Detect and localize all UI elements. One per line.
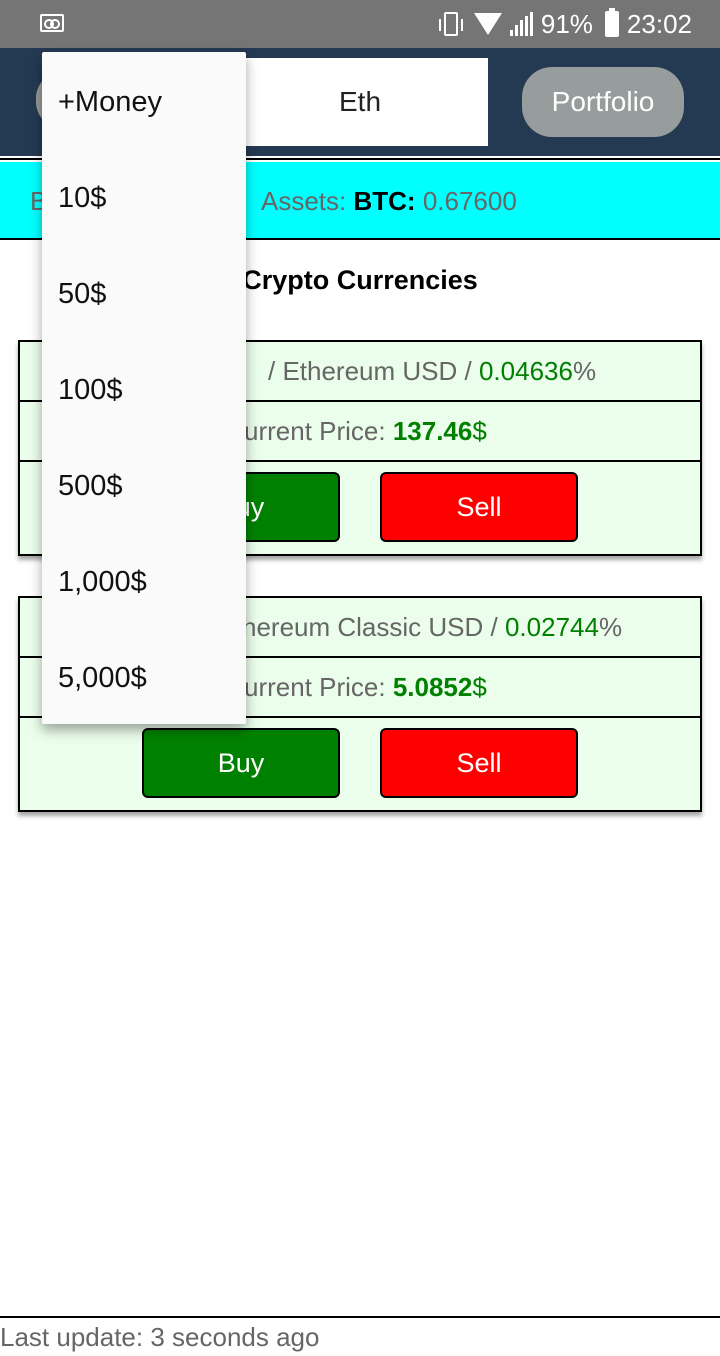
card-name-row: hereum Classic USD / 0.02744%	[20, 598, 700, 658]
dropdown-item-100[interactable]: 100$	[58, 374, 123, 406]
wifi-icon	[473, 13, 502, 35]
status-bar: 91% 23:02	[0, 0, 720, 48]
crypto-card-ethereum-classic: hereum Classic USD / 0.02744% urrent Pri…	[18, 596, 702, 812]
status-icons: 91% 23:02	[438, 8, 692, 40]
change-value: 0.02744	[504, 612, 599, 642]
price-label: urrent Price:	[244, 416, 393, 446]
last-update-text: Last update: 3 seconds ago	[0, 1322, 320, 1352]
footer-divider	[0, 1316, 720, 1318]
dropdown-item-500[interactable]: 500$	[58, 470, 123, 502]
voicemail-icon	[40, 14, 64, 32]
info-divider	[0, 238, 720, 240]
card-price-row: urrent Price: 5.0852$	[20, 658, 700, 718]
change-value: 0.04636	[478, 356, 573, 386]
assets-label: Assets:	[261, 186, 347, 216]
card-price-row: urrent Price: 137.46$	[20, 402, 700, 462]
section-title: Crypto Currencies	[242, 265, 478, 295]
buy-button[interactable]: Buy	[142, 728, 340, 798]
dropdown-item-50[interactable]: 50$	[58, 278, 107, 310]
battery-icon	[604, 8, 619, 37]
sell-button[interactable]: Sell	[380, 728, 578, 798]
vibrate-icon	[438, 12, 463, 36]
sell-button[interactable]: Sell	[380, 472, 578, 542]
assets-summary: Assets: BTC: 0.67600	[261, 186, 517, 217]
price-unit: $	[472, 672, 487, 702]
price-unit: $	[472, 416, 487, 446]
portfolio-button[interactable]: Portfolio	[522, 67, 684, 137]
dropdown-item-1000[interactable]: 1,000$	[58, 566, 147, 598]
change-unit: %	[572, 356, 597, 386]
clock: 23:02	[626, 8, 692, 39]
price-value: 137.46	[392, 416, 473, 446]
asset-symbol: BTC:	[353, 186, 416, 216]
card-name-row: / Ethereum USD / 0.04636%	[20, 342, 700, 402]
battery-percent: 91%	[540, 8, 593, 39]
coin-name: hereum Classic USD /	[242, 612, 505, 642]
price-label: urrent Price:	[244, 672, 393, 702]
money-dropdown-menu: +Money 10$ 50$ 100$ 500$ 1,000$ 5,000$	[42, 52, 246, 724]
tab-eth[interactable]: Eth	[232, 58, 488, 146]
dropdown-item-money[interactable]: +Money	[58, 86, 162, 118]
price-value: 5.0852	[392, 672, 473, 702]
dropdown-item-10[interactable]: 10$	[58, 182, 107, 214]
coin-name: / Ethereum USD /	[268, 356, 479, 386]
dropdown-item-5000[interactable]: 5,000$	[58, 662, 147, 694]
change-unit: %	[598, 612, 623, 642]
signal-icon	[509, 12, 533, 36]
header-divider	[0, 158, 720, 160]
asset-value: 0.67600	[422, 186, 517, 216]
